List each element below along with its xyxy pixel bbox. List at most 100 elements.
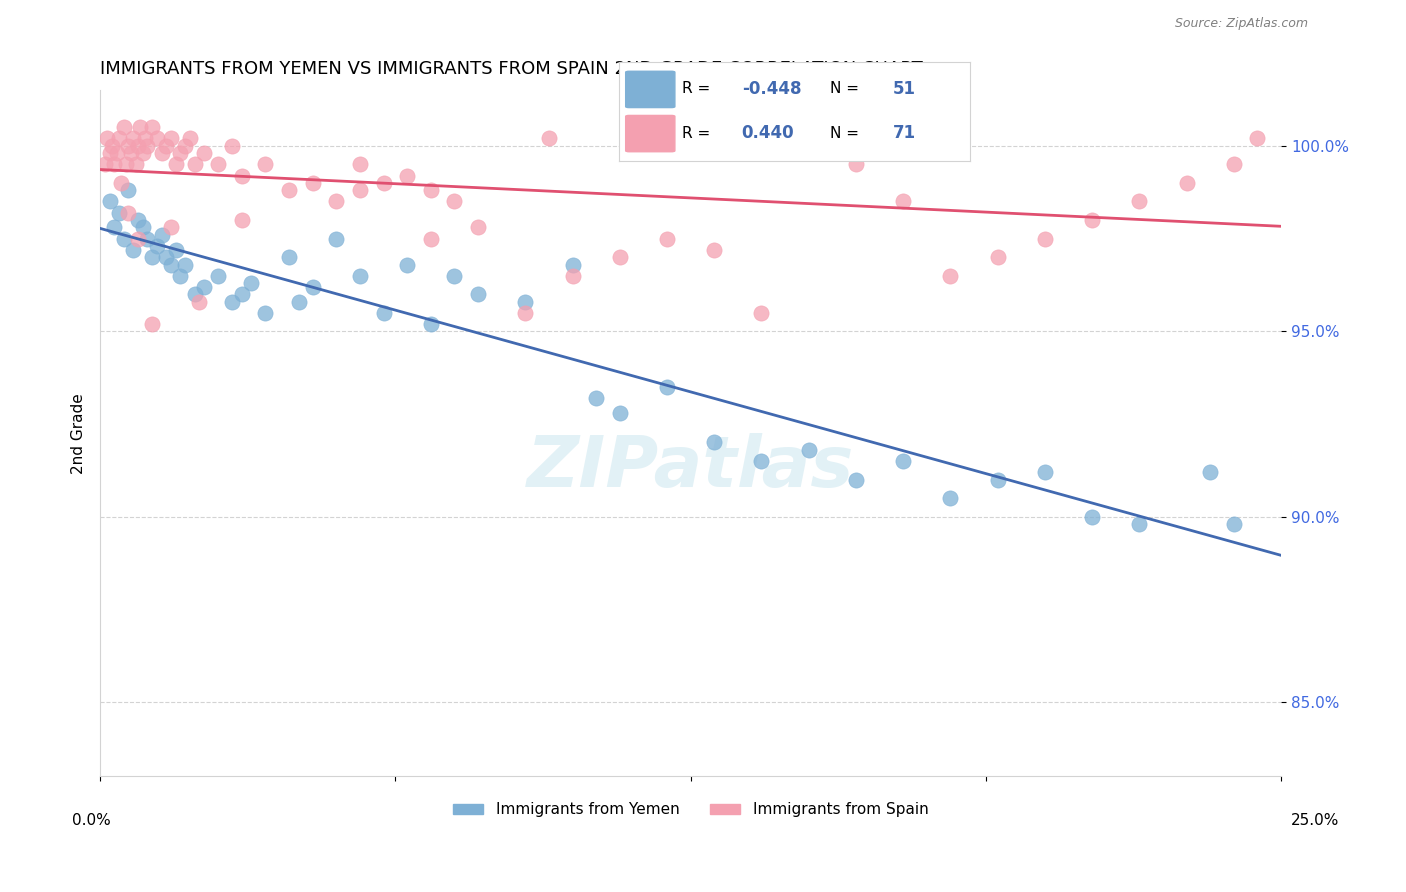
Point xyxy=(287,294,309,309)
Point xyxy=(891,194,914,209)
Point xyxy=(231,213,253,227)
Point xyxy=(845,473,868,487)
Point xyxy=(141,120,163,135)
Point xyxy=(751,306,773,320)
Point xyxy=(108,131,131,145)
Point xyxy=(160,258,183,272)
Point xyxy=(515,294,537,309)
Point xyxy=(609,406,631,420)
Point xyxy=(146,239,169,253)
Point xyxy=(183,287,205,301)
Point xyxy=(103,157,125,171)
Point xyxy=(193,146,215,161)
Point xyxy=(419,231,441,245)
Point xyxy=(419,317,441,331)
Point xyxy=(939,268,962,283)
Point xyxy=(396,258,419,272)
Point xyxy=(101,139,124,153)
Point xyxy=(987,473,1010,487)
Text: IMMIGRANTS FROM YEMEN VS IMMIGRANTS FROM SPAIN 2ND GRADE CORRELATION CHART: IMMIGRANTS FROM YEMEN VS IMMIGRANTS FROM… xyxy=(100,60,922,78)
Point xyxy=(373,176,395,190)
Point xyxy=(150,227,173,242)
Point xyxy=(155,250,177,264)
Text: -0.448: -0.448 xyxy=(742,80,801,98)
Point xyxy=(1081,213,1104,227)
Point xyxy=(349,268,371,283)
Point xyxy=(443,268,465,283)
Point xyxy=(325,194,347,209)
Point xyxy=(561,258,583,272)
Point xyxy=(155,139,177,153)
Point xyxy=(179,131,201,145)
Point xyxy=(112,120,135,135)
Point xyxy=(609,250,631,264)
Point xyxy=(349,183,371,197)
Text: R =: R = xyxy=(682,81,716,96)
Point xyxy=(117,183,139,197)
Point xyxy=(939,491,962,505)
Point xyxy=(278,250,301,264)
Text: R =: R = xyxy=(682,126,716,141)
Point xyxy=(117,139,139,153)
Point xyxy=(221,139,243,153)
Point xyxy=(301,176,323,190)
Point xyxy=(655,380,678,394)
FancyBboxPatch shape xyxy=(626,71,675,108)
Point xyxy=(467,287,489,301)
Legend: Immigrants from Yemen, Immigrants from Spain: Immigrants from Yemen, Immigrants from S… xyxy=(447,797,935,823)
Point xyxy=(891,454,914,468)
Point xyxy=(1175,176,1198,190)
Point xyxy=(108,205,131,219)
Point xyxy=(188,294,211,309)
Text: Source: ZipAtlas.com: Source: ZipAtlas.com xyxy=(1174,17,1308,29)
Text: 0.0%: 0.0% xyxy=(72,814,111,828)
Point xyxy=(94,157,117,171)
Text: 71: 71 xyxy=(893,124,915,142)
Point xyxy=(240,276,263,290)
Point xyxy=(633,131,655,145)
Point xyxy=(515,306,537,320)
Point xyxy=(141,317,163,331)
Point xyxy=(655,231,678,245)
Point xyxy=(183,157,205,171)
Point xyxy=(301,279,323,293)
Point xyxy=(120,146,142,161)
Point xyxy=(98,194,121,209)
Point xyxy=(703,243,725,257)
Point xyxy=(169,268,191,283)
Point xyxy=(129,120,152,135)
Point xyxy=(443,194,465,209)
Point xyxy=(278,183,301,197)
Point xyxy=(537,131,560,145)
Point xyxy=(127,231,149,245)
Point xyxy=(797,442,820,457)
Point xyxy=(585,391,607,405)
Point xyxy=(131,146,153,161)
Point xyxy=(773,131,796,145)
Point xyxy=(105,146,128,161)
Point xyxy=(115,157,138,171)
Point xyxy=(373,306,395,320)
Point xyxy=(146,131,169,145)
Point xyxy=(124,157,146,171)
Point xyxy=(134,131,156,145)
Point xyxy=(122,131,145,145)
Point xyxy=(467,220,489,235)
Point xyxy=(1246,131,1268,145)
Point xyxy=(127,213,149,227)
Point xyxy=(1033,465,1056,479)
Point xyxy=(254,157,277,171)
Point xyxy=(703,435,725,450)
Point xyxy=(797,131,820,145)
Point xyxy=(1081,509,1104,524)
Point xyxy=(165,243,187,257)
Text: 25.0%: 25.0% xyxy=(1291,814,1339,828)
Point xyxy=(165,157,187,171)
Point xyxy=(127,139,149,153)
Point xyxy=(136,139,159,153)
Point xyxy=(117,205,139,219)
Point xyxy=(207,157,229,171)
Y-axis label: 2nd Grade: 2nd Grade xyxy=(72,392,86,474)
Point xyxy=(419,183,441,197)
FancyBboxPatch shape xyxy=(626,115,675,152)
